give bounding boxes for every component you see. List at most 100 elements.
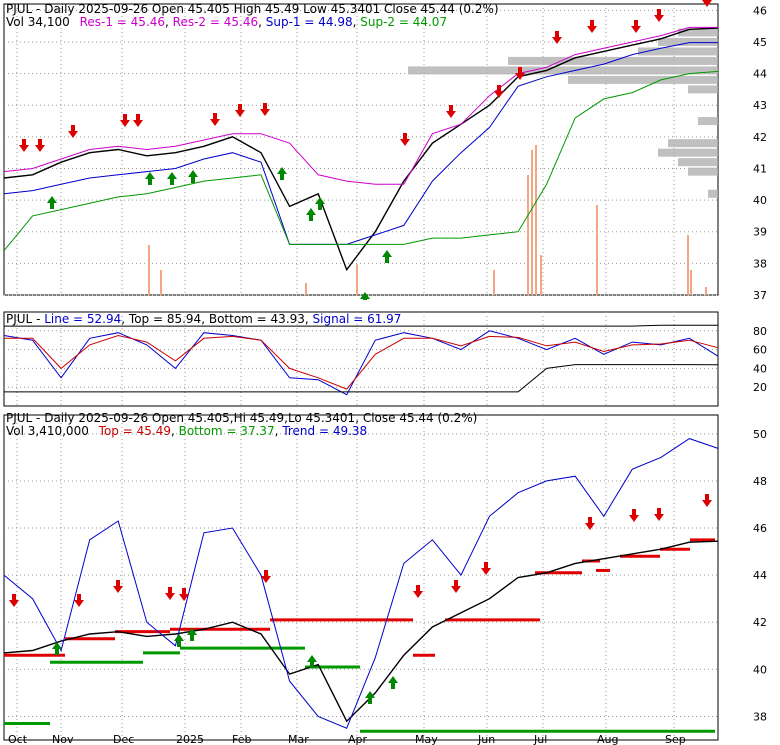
profile-bar-9 [658, 148, 718, 157]
profile-bar-12 [708, 189, 718, 198]
trend-lines [3, 438, 719, 729]
volume-bar-9 [596, 205, 598, 295]
y-tick-60: 60 [753, 344, 767, 357]
price-panel-title: PJUL - Daily 2025-09-26 Open 45.405 High… [6, 2, 499, 16]
volume-bar-8 [540, 255, 542, 295]
y-tick-40: 40 [753, 194, 767, 207]
trend-vol-legend: Vol 3,410,000 [6, 424, 89, 438]
sell-arrow-15 [654, 9, 664, 22]
x-tick-9: Jul [533, 733, 547, 745]
volume-bar-6 [531, 150, 533, 295]
buy-arrow-1 [145, 172, 155, 185]
sell-arrow-0 [19, 139, 29, 152]
volume-bar-0 [148, 245, 150, 295]
svg-text:Vol 3,410,000 Top = 45.4: Vol 3,410,000 Top = 45.49, Bottom = 37.3… [6, 424, 367, 438]
osc-series-bottom [4, 364, 719, 393]
x-tick-0: Oct [8, 733, 28, 745]
y-tick-44: 44 [753, 569, 767, 582]
sell-arrow-7 [260, 103, 270, 116]
x-tick-6: Apr [348, 733, 368, 745]
x-tick-10: Aug [597, 299, 618, 300]
trend-panel-title: PJUL - Daily 2025-09-26 Open 45.405,Hi 4… [6, 411, 477, 425]
trend-sell-arrow-2 [113, 580, 123, 593]
x-tick-9: Jul [533, 299, 547, 300]
volume-bar-7 [535, 145, 537, 295]
sell-arrow-2 [68, 125, 78, 138]
trend-levels [4, 538, 715, 733]
sup2-legend: Sup-2 = 44.07 [360, 15, 447, 29]
trend-top-legend: Top = 45.49 [98, 424, 171, 438]
y-tick-42: 42 [753, 131, 767, 144]
price-x-ticks: Oct Nov Dec 2025 Feb Mar Apr May Jun Jul Aug Sep [8, 299, 686, 300]
sell-arrow-11 [515, 67, 525, 80]
trend-buy-arrow-0 [52, 642, 62, 655]
trend-y-ticks: 50 48 46 44 42 40 38 [753, 428, 767, 724]
x-tick-8: Jun [477, 299, 495, 300]
y-tick-50: 50 [753, 428, 767, 441]
x-tick-4: Feb [232, 733, 251, 745]
y-tick-43: 43 [753, 99, 767, 112]
buy-arrow-4 [277, 167, 287, 180]
res2-legend: Res-2 = 45.46 [173, 15, 258, 29]
oscillator-chart: 80 60 40 20 PJUL - Line = 52.94, Top = 85.9… [3, 311, 767, 407]
x-tick-7: May [415, 733, 438, 745]
price-chart: 46 45 44 43 42 41 40 39 38 37 Oct Nov Dec 2025 Feb Mar… [3, 0, 767, 300]
trend-buy-arrow-1 [174, 634, 184, 647]
svg-text:PJUL - Line = 52.94,: PJUL - Line = 52.94, Top = 85.94, Bottom… [6, 312, 401, 326]
trend-sell-arrow-11 [654, 508, 664, 521]
oscillator-title: PJUL [6, 312, 33, 326]
y-tick-45: 45 [753, 36, 767, 49]
sell-arrow-14 [631, 20, 641, 33]
y-tick-46: 46 [753, 4, 767, 17]
buy-arrow-8 [382, 250, 392, 263]
trend-buy-arrow-4 [365, 691, 375, 704]
sell-arrow-12 [552, 31, 562, 44]
y-tick-40: 40 [753, 663, 767, 676]
volume-bar-5 [527, 175, 529, 295]
sell-arrow-8 [400, 133, 410, 146]
buy-arrow-0 [47, 196, 57, 209]
trend-chart: 50 48 46 44 42 40 38 Oct Nov Dec 2025 Feb Mar Apr May… [3, 411, 767, 745]
y-tick-38: 38 [753, 710, 767, 723]
line-legend: Line = 52.94 [44, 312, 121, 326]
osc-series-top [4, 324, 718, 327]
osc-series-signal [4, 334, 719, 390]
sell-arrow-13 [587, 20, 597, 33]
y-tick-46: 46 [753, 522, 767, 535]
trend-panel: 50 48 46 44 42 40 38 Oct Nov Dec 2025 Feb Mar Apr May… [0, 410, 780, 745]
trend-bottom-legend: Bottom = 37.37 [179, 424, 275, 438]
x-tick-11: Sep [665, 733, 686, 745]
price-panel: 46 45 44 43 42 41 40 39 38 37 Oct Nov Dec 2025 Feb Mar… [0, 0, 780, 300]
y-tick-37: 37 [753, 289, 767, 300]
x-tick-8: Jun [477, 733, 495, 745]
series-sup-2 [3, 70, 719, 252]
trend-sell-arrow-3 [165, 587, 175, 600]
trend-sell-arrow-6 [413, 585, 423, 598]
trend-sell-arrow-9 [585, 517, 595, 530]
x-tick-1: Nov [52, 299, 74, 300]
sell-arrow-3 [120, 114, 130, 127]
profile-bar-0 [678, 28, 718, 37]
profile-bar-10 [678, 158, 718, 167]
profile-bar-11 [688, 167, 718, 176]
trend-legend: Trend = 49.38 [281, 424, 367, 438]
signal-arrows [19, 0, 712, 300]
trend-sell-arrow-10 [629, 509, 639, 522]
oscillator-plot-frame [3, 311, 719, 407]
x-tick-1: Nov [52, 733, 74, 745]
trend-sell-arrow-5 [261, 570, 271, 583]
y-tick-44: 44 [753, 68, 767, 81]
buy-arrow-6 [315, 197, 325, 210]
sell-arrow-5 [210, 113, 220, 126]
y-tick-48: 48 [753, 475, 767, 488]
signal-legend: Signal = 61.97 [313, 312, 402, 326]
profile-bar-7 [698, 117, 718, 126]
y-tick-20: 20 [753, 381, 767, 394]
vol-legend: Vol 34,100 [6, 15, 70, 29]
sell-arrow-16 [702, 0, 712, 7]
trend-sell-arrow-1 [74, 594, 84, 607]
x-tick-11: Sep [665, 299, 686, 300]
volume-bar-12 [705, 287, 707, 295]
oscillator-panel: 80 60 40 20 PJUL - Line = 52.94, Top = 85.9… [0, 310, 780, 410]
sell-arrow-6 [235, 104, 245, 117]
